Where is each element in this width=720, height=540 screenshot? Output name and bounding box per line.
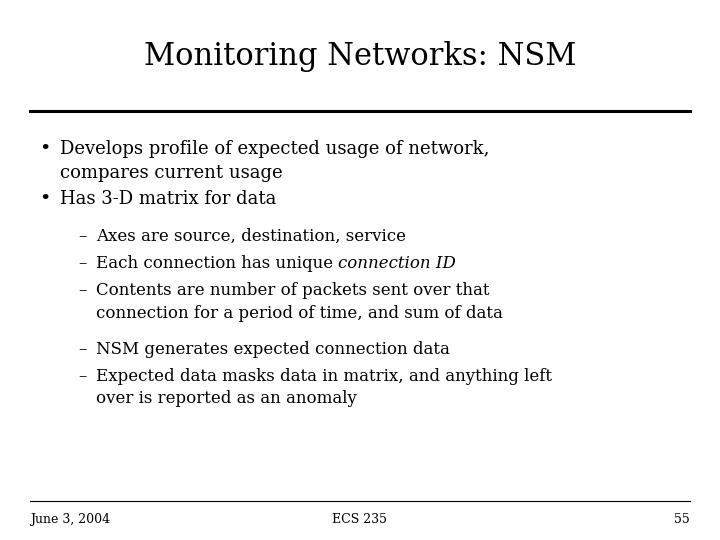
Text: •: • [39,140,50,158]
Text: Contents are number of packets sent over that
connection for a period of time, a: Contents are number of packets sent over… [96,282,503,322]
Text: NSM generates expected connection data: NSM generates expected connection data [96,341,449,358]
Text: connection ID: connection ID [338,255,456,272]
Text: June 3, 2004: June 3, 2004 [30,513,110,526]
Text: •: • [39,190,50,208]
Text: ECS 235: ECS 235 [333,513,387,526]
Text: Expected data masks data in matrix, and anything left
over is reported as an ano: Expected data masks data in matrix, and … [96,368,552,408]
Text: Develops profile of expected usage of network,
compares current usage: Develops profile of expected usage of ne… [60,140,489,182]
Text: Each connection has unique: Each connection has unique [96,255,338,272]
Text: Has 3-D matrix for data: Has 3-D matrix for data [60,190,276,208]
Text: –: – [78,341,87,358]
Text: Axes are source, destination, service: Axes are source, destination, service [96,228,406,245]
Text: –: – [78,368,87,385]
Text: –: – [78,228,87,245]
Text: –: – [78,282,87,299]
Text: 55: 55 [674,513,690,526]
Text: Monitoring Networks: NSM: Monitoring Networks: NSM [144,41,576,72]
Text: –: – [78,255,87,272]
